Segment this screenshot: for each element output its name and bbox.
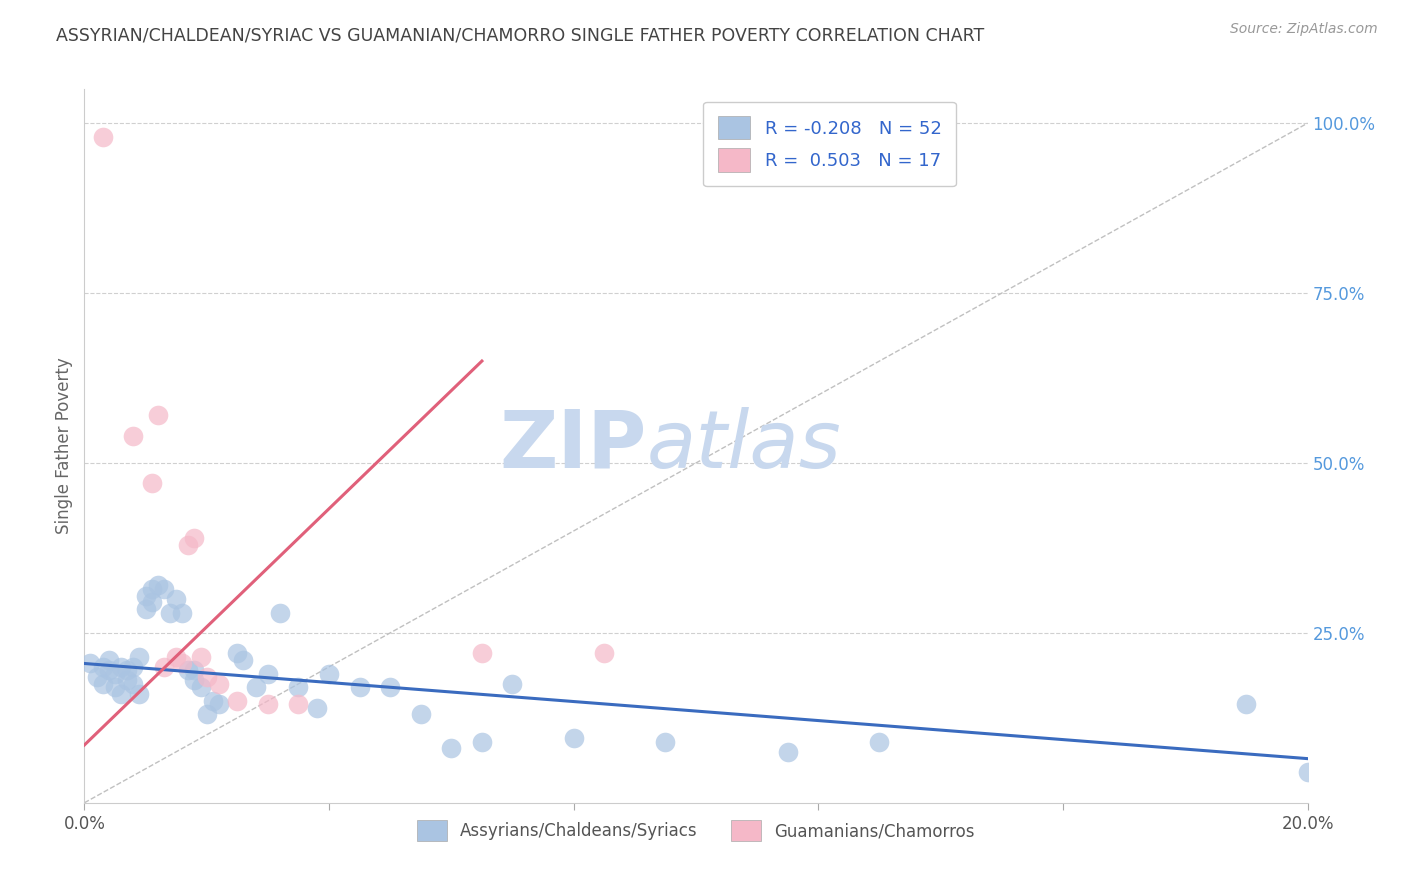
- Point: [195, 707, 218, 722]
- Point: [208, 677, 231, 691]
- Point: [776, 745, 799, 759]
- Point: [257, 698, 280, 712]
- Point: [471, 734, 494, 748]
- Point: [208, 698, 231, 712]
- Text: atlas: atlas: [647, 407, 842, 485]
- Text: Source: ZipAtlas.com: Source: ZipAtlas.com: [1230, 22, 1378, 37]
- Point: [135, 602, 157, 616]
- Point: [122, 660, 145, 674]
- Point: [245, 680, 267, 694]
- Point: [201, 694, 224, 708]
- Point: [122, 429, 145, 443]
- Point: [471, 646, 494, 660]
- Legend: Assyrians/Chaldeans/Syriacs, Guamanians/Chamorros: Assyrians/Chaldeans/Syriacs, Guamanians/…: [411, 814, 981, 848]
- Point: [104, 680, 127, 694]
- Point: [226, 646, 249, 660]
- Point: [86, 670, 108, 684]
- Point: [177, 663, 200, 677]
- Point: [115, 673, 138, 688]
- Point: [502, 677, 524, 691]
- Point: [97, 653, 120, 667]
- Point: [183, 673, 205, 688]
- Point: [128, 687, 150, 701]
- Point: [190, 649, 212, 664]
- Text: ZIP: ZIP: [499, 407, 647, 485]
- Point: [190, 680, 212, 694]
- Point: [115, 663, 138, 677]
- Point: [287, 680, 309, 694]
- Point: [153, 660, 176, 674]
- Point: [305, 700, 328, 714]
- Point: [165, 591, 187, 606]
- Point: [654, 734, 676, 748]
- Point: [135, 589, 157, 603]
- Point: [146, 578, 169, 592]
- Point: [593, 646, 616, 660]
- Point: [141, 476, 163, 491]
- Point: [195, 670, 218, 684]
- Point: [177, 537, 200, 551]
- Point: [128, 649, 150, 664]
- Point: [318, 666, 340, 681]
- Point: [869, 734, 891, 748]
- Point: [91, 129, 114, 144]
- Point: [232, 653, 254, 667]
- Point: [562, 731, 585, 746]
- Point: [183, 663, 205, 677]
- Point: [287, 698, 309, 712]
- Point: [110, 660, 132, 674]
- Point: [172, 657, 194, 671]
- Point: [1296, 765, 1319, 780]
- Point: [257, 666, 280, 681]
- Point: [91, 660, 114, 674]
- Point: [146, 409, 169, 423]
- Point: [153, 582, 176, 596]
- Point: [172, 606, 194, 620]
- Y-axis label: Single Father Poverty: Single Father Poverty: [55, 358, 73, 534]
- Point: [159, 606, 181, 620]
- Point: [122, 677, 145, 691]
- Point: [1236, 698, 1258, 712]
- Point: [91, 677, 114, 691]
- Point: [226, 694, 249, 708]
- Point: [183, 531, 205, 545]
- Text: ASSYRIAN/CHALDEAN/SYRIAC VS GUAMANIAN/CHAMORRO SINGLE FATHER POVERTY CORRELATION: ASSYRIAN/CHALDEAN/SYRIAC VS GUAMANIAN/CH…: [56, 27, 984, 45]
- Point: [380, 680, 402, 694]
- Point: [79, 657, 101, 671]
- Point: [440, 741, 463, 756]
- Point: [141, 582, 163, 596]
- Point: [165, 649, 187, 664]
- Point: [97, 663, 120, 677]
- Point: [269, 606, 291, 620]
- Point: [104, 666, 127, 681]
- Point: [409, 707, 432, 722]
- Point: [110, 687, 132, 701]
- Point: [141, 595, 163, 609]
- Point: [349, 680, 371, 694]
